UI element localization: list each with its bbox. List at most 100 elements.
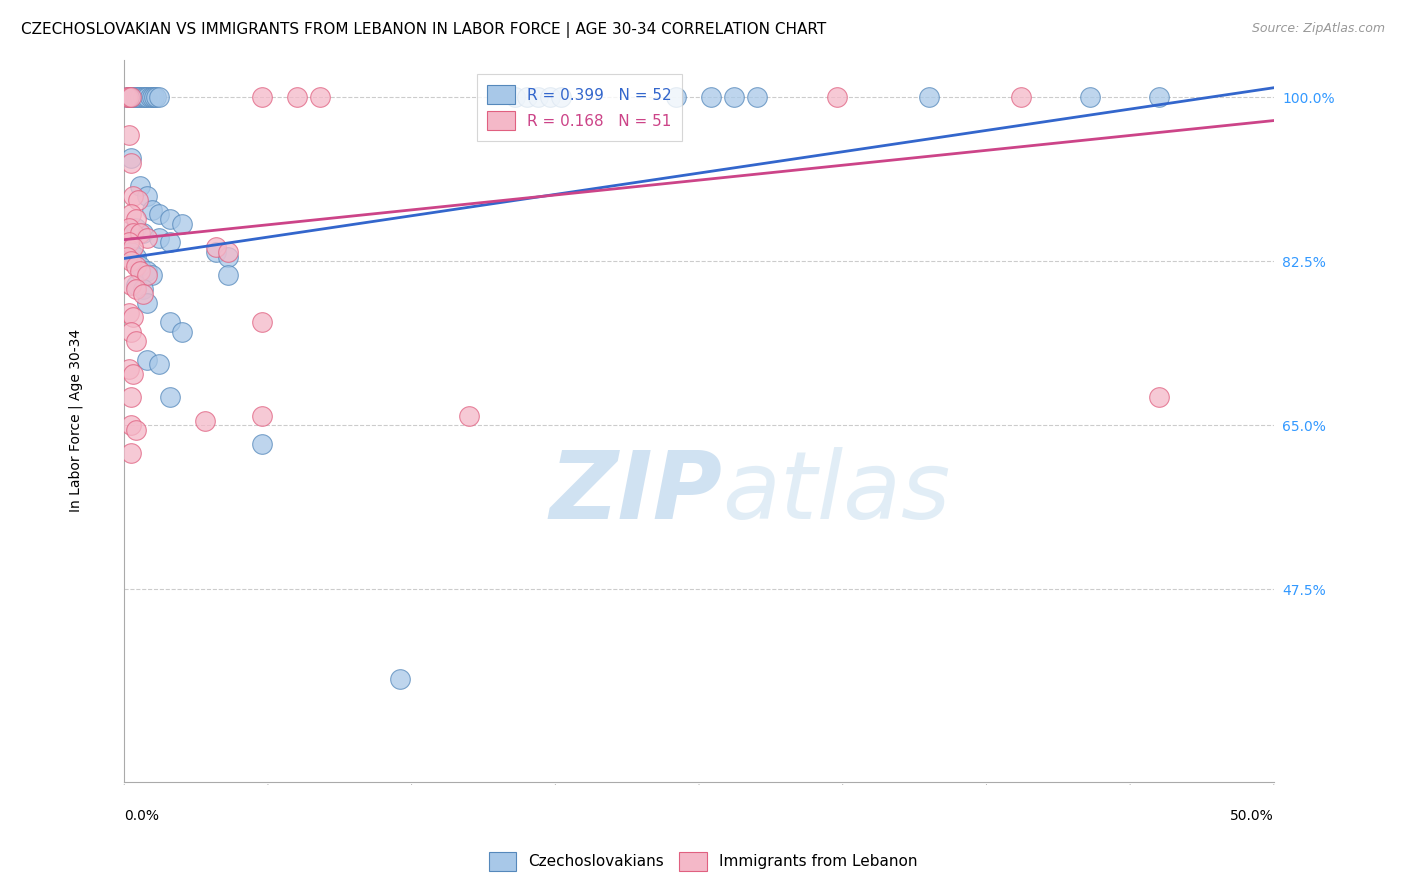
Point (118, 128, 141, 142)
Point (148, 231, 170, 245)
Point (723, 90, 745, 104)
Point (115, 90, 138, 104)
Point (159, 315, 181, 329)
Point (129, 179, 152, 194)
Point (145, 90, 167, 104)
Point (205, 240, 228, 254)
Point (120, 418, 142, 433)
Point (125, 250, 148, 264)
Point (250, 90, 273, 104)
Point (458, 409, 481, 423)
Text: Source: ZipAtlas.com: Source: ZipAtlas.com (1251, 22, 1385, 36)
Point (136, 268, 159, 283)
Point (550, 90, 572, 104)
Point (170, 217, 193, 231)
Point (118, 306, 141, 320)
Point (217, 244, 239, 259)
Point (527, 90, 550, 104)
Point (125, 212, 148, 227)
Point (250, 437, 273, 451)
Point (1147, 90, 1170, 104)
Point (170, 325, 193, 339)
Point (159, 212, 181, 227)
Point (120, 325, 142, 339)
Point (148, 90, 170, 104)
Point (125, 259, 148, 273)
Point (122, 90, 145, 104)
Point (122, 367, 145, 381)
Text: ZIP: ZIP (550, 447, 723, 539)
Point (131, 90, 153, 104)
Point (250, 315, 273, 329)
Point (120, 90, 142, 104)
Point (129, 226, 152, 240)
Point (665, 90, 688, 104)
Point (205, 244, 228, 259)
Point (120, 277, 142, 292)
Point (745, 90, 768, 104)
Point (127, 90, 149, 104)
Point (115, 250, 138, 264)
Point (918, 90, 941, 104)
Point (136, 296, 159, 310)
Point (516, 90, 538, 104)
Point (159, 235, 181, 250)
Point (159, 390, 181, 404)
Text: CZECHOSLOVAKIAN VS IMMIGRANTS FROM LEBANON IN LABOR FORCE | AGE 30-34 CORRELATIO: CZECHOSLOVAKIAN VS IMMIGRANTS FROM LEBAN… (21, 22, 827, 38)
Point (143, 90, 166, 104)
Point (136, 263, 159, 277)
Point (503, 90, 526, 104)
Point (699, 90, 721, 104)
Point (148, 358, 170, 372)
Point (131, 282, 153, 296)
Point (125, 282, 148, 296)
Point (217, 268, 239, 283)
Point (389, 672, 412, 686)
Point (120, 207, 142, 221)
Point (120, 90, 142, 104)
Point (120, 446, 142, 460)
Point (285, 90, 308, 104)
Point (118, 221, 141, 235)
Point (125, 221, 148, 235)
Point (120, 254, 142, 268)
Point (125, 334, 148, 348)
Point (122, 240, 145, 254)
Point (118, 362, 141, 376)
Point (122, 226, 145, 240)
Point (308, 90, 330, 104)
Point (141, 90, 163, 104)
Point (118, 90, 141, 104)
Point (118, 90, 141, 104)
Point (129, 259, 152, 273)
Text: 0.0%: 0.0% (124, 809, 159, 823)
Point (136, 90, 159, 104)
Point (118, 235, 141, 250)
Point (136, 188, 159, 202)
Point (131, 226, 153, 240)
Legend: R = 0.399   N = 52, R = 0.168   N = 51: R = 0.399 N = 52, R = 0.168 N = 51 (477, 74, 682, 141)
Point (136, 231, 159, 245)
Text: In Labor Force | Age 30-34: In Labor Force | Age 30-34 (69, 329, 83, 512)
Point (127, 194, 149, 208)
Point (122, 310, 145, 325)
Point (120, 390, 142, 404)
Point (131, 287, 153, 301)
Point (138, 90, 160, 104)
Text: atlas: atlas (723, 448, 950, 539)
Point (1010, 90, 1032, 104)
Point (141, 268, 163, 283)
Point (115, 90, 138, 104)
Point (250, 409, 273, 423)
Point (122, 188, 145, 202)
Point (120, 244, 142, 259)
Point (148, 207, 170, 221)
Point (129, 90, 152, 104)
Point (217, 250, 239, 264)
Point (125, 277, 148, 292)
Point (125, 423, 148, 437)
Point (134, 90, 156, 104)
Point (120, 155, 142, 169)
Point (129, 263, 152, 277)
Point (1147, 390, 1170, 404)
